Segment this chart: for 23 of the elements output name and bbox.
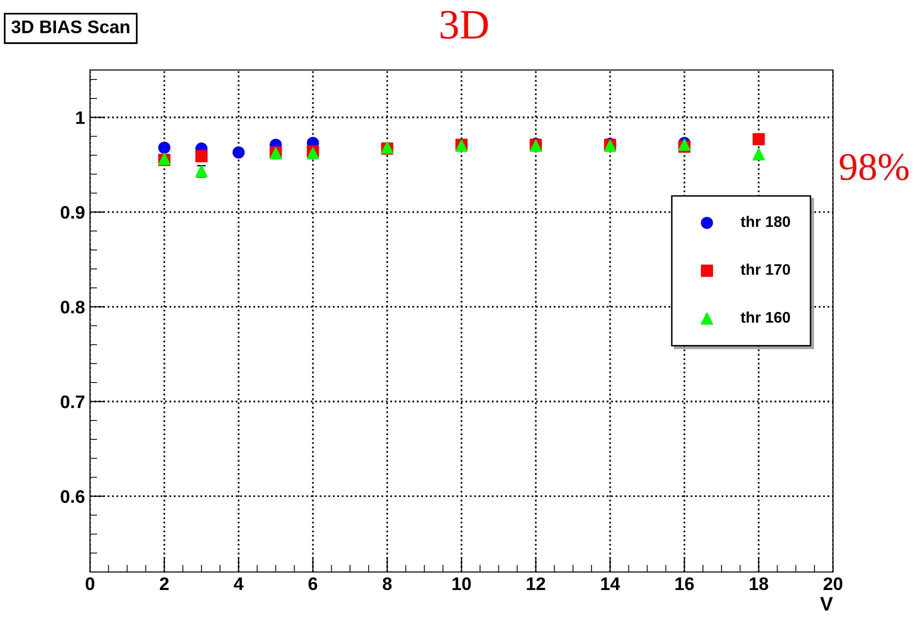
x-tick-label: 20 [824,577,842,590]
x-tick-label: 4 [234,578,244,590]
legend-label: thr 160 [740,312,790,323]
x-tick-label: 6 [308,577,318,590]
text: 98% [840,154,908,180]
x-tick-label: 14 [601,578,620,590]
x-axis-title: V [820,597,833,611]
legend-label: thr 180 [740,216,790,228]
chart-title: 3D BIAS Scan [11,20,130,34]
y-tick-label: 0.9 [60,206,84,219]
x-tick-label: 18 [750,577,768,590]
y-tick-label: 0.6 [60,490,84,503]
y-tick-label: 1 [76,111,85,124]
x-tick-label: 0 [86,577,94,590]
x-tick-label: 10 [452,577,471,590]
y-tick-label: 0.8 [60,300,85,314]
x-tick-label: 2 [160,577,169,590]
text: 3D [440,10,488,39]
x-tick-label: 12 [526,577,546,590]
x-tick-label: 16 [675,577,694,590]
x-tick-label: 8 [382,577,392,590]
y-tick-label: 0.7 [60,395,84,408]
legend-label: thr 170 [740,264,790,275]
